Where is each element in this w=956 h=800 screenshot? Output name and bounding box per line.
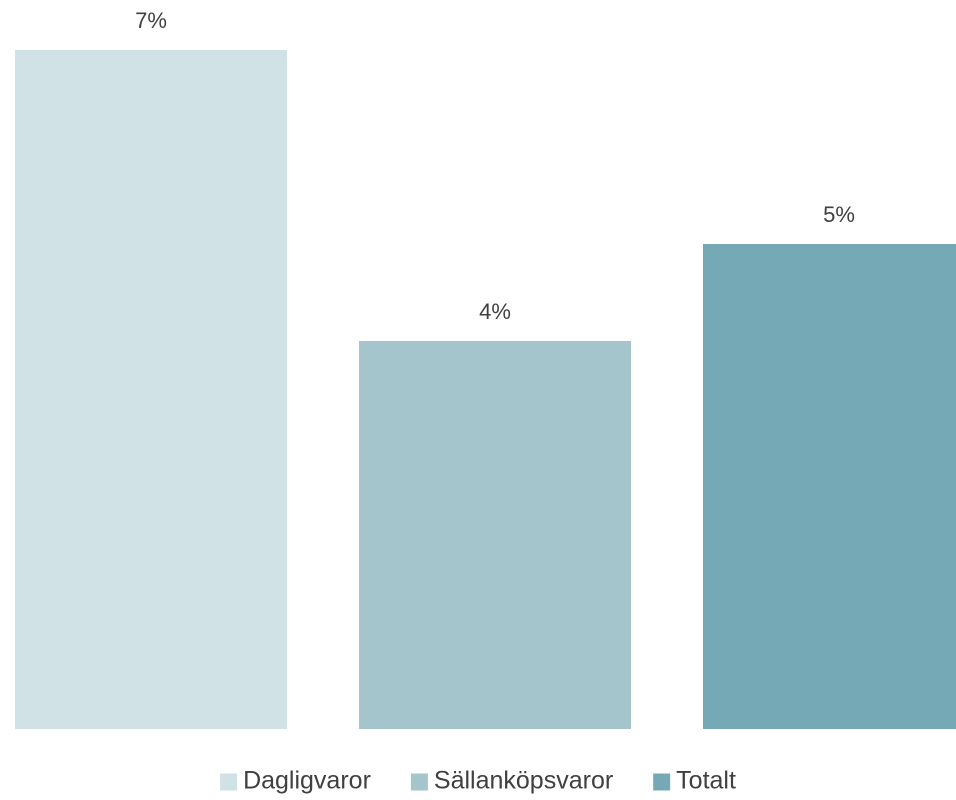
legend-label: Totalt: [676, 767, 736, 795]
legend-swatch: [220, 773, 238, 791]
legend-label: Dagligvaror: [243, 767, 371, 795]
legend-label: Sällanköpsvaror: [434, 767, 613, 795]
bar: [15, 50, 287, 729]
value-label: 5%: [823, 202, 855, 227]
legend-swatch: [410, 773, 428, 791]
bar: [703, 244, 956, 729]
bar: [359, 341, 631, 729]
value-label: 4%: [479, 299, 511, 324]
value-label: 7%: [135, 8, 167, 33]
legend-swatch: [653, 773, 671, 791]
